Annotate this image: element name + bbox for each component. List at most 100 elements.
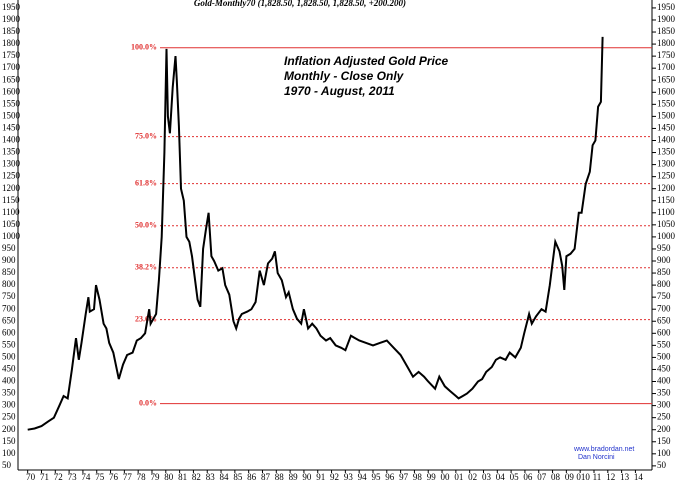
y-tick-label: 150 [2, 436, 16, 446]
y-tick-label-right: 900 [657, 255, 671, 265]
y-tick-label: 1800 [2, 38, 21, 48]
level-label: 75.0% [135, 131, 157, 140]
y-tick-label: 1300 [2, 159, 21, 169]
x-tick-label: 13 [620, 472, 630, 482]
x-tick-label: 03 [482, 472, 492, 482]
x-tick-label: 82 [192, 472, 201, 482]
x-tick-label: 11 [593, 472, 602, 482]
y-tick-label: 1200 [2, 183, 21, 193]
x-tick-label: 77 [123, 472, 133, 482]
x-tick-label: 07 [537, 472, 547, 482]
y-tick-label: 1600 [2, 86, 21, 96]
x-tick-label: 95 [371, 472, 381, 482]
y-tick-label: 950 [2, 243, 16, 253]
x-tick-label: 75 [95, 472, 105, 482]
y-tick-label-right: 650 [657, 315, 671, 325]
y-tick-label: 1900 [2, 14, 21, 24]
x-tick-label: 99 [427, 472, 437, 482]
y-tick-label: 900 [2, 255, 16, 265]
y-tick-label: 600 [2, 327, 16, 337]
x-tick-label: 93 [344, 472, 354, 482]
x-tick-label: 81 [178, 472, 187, 482]
y-tick-label: 700 [2, 303, 16, 313]
x-tick-label: 04 [496, 472, 506, 482]
y-tick-label-right: 300 [657, 400, 671, 410]
y-tick-label-right: 1550 [657, 98, 676, 108]
x-tick-label: 72 [54, 472, 63, 482]
annotation: Monthly - Close Only [284, 69, 405, 83]
y-tick-label-right: 500 [657, 351, 671, 361]
y-tick-label-right: 850 [657, 267, 671, 277]
y-tick-label-right: 1700 [657, 62, 676, 72]
y-tick-label: 1700 [2, 62, 21, 72]
y-tick-label: 1000 [2, 231, 21, 241]
y-tick-label-right: 550 [657, 339, 671, 349]
y-tick-label-right: 1000 [657, 231, 676, 241]
x-tick-label: 79 [150, 472, 160, 482]
y-tick-label-right: 1900 [657, 14, 676, 24]
y-tick-label: 1550 [2, 98, 21, 108]
x-tick-label: 01 [454, 472, 463, 482]
level-label: 23.6% [135, 314, 157, 323]
x-tick-label: 90 [302, 472, 312, 482]
y-tick-label-right: 700 [657, 303, 671, 313]
x-tick-label: 91 [316, 472, 325, 482]
x-tick-label: 74 [81, 472, 91, 482]
x-tick-label: 98 [413, 472, 423, 482]
y-tick-label-right: 800 [657, 279, 671, 289]
y-tick-label: 450 [2, 364, 16, 374]
x-tick-label: 05 [510, 472, 520, 482]
x-tick-label: 88 [275, 472, 285, 482]
y-tick-label-right: 450 [657, 364, 671, 374]
x-tick-label: 85 [233, 472, 243, 482]
x-tick-label: 08 [551, 472, 561, 482]
y-tick-label-right: 1800 [657, 38, 676, 48]
y-tick-label: 100 [2, 448, 16, 458]
y-tick-label-right: 1100 [657, 207, 675, 217]
y-tick-label: 300 [2, 400, 16, 410]
y-tick-label: 650 [2, 315, 16, 325]
y-tick-label-right: 250 [657, 412, 671, 422]
y-tick-label-right: 1450 [657, 123, 676, 133]
level-label: 61.8% [135, 178, 157, 187]
y-tick-label: 1500 [2, 110, 21, 120]
y-tick-label-right: 1250 [657, 171, 676, 181]
y-tick-label-right: 1950 [657, 2, 676, 12]
y-tick-label: 1400 [2, 135, 21, 145]
y-tick-label: 50 [2, 460, 12, 470]
y-tick-label-right: 1200 [657, 183, 676, 193]
y-tick-label-right: 1400 [657, 135, 676, 145]
x-tick-label: 96 [385, 472, 395, 482]
x-tick-label: 86 [247, 472, 257, 482]
y-tick-label-right: 1300 [657, 159, 676, 169]
level-label: 100.0% [131, 43, 157, 52]
y-tick-label-right: 750 [657, 291, 671, 301]
annotation: 1970 - August, 2011 [284, 84, 395, 98]
y-tick-label-right: 1600 [657, 86, 676, 96]
y-tick-label-right: 1050 [657, 219, 676, 229]
y-tick-label: 1750 [2, 50, 21, 60]
annotation: Inflation Adjusted Gold Price [284, 54, 449, 68]
x-tick-label: 010 [576, 472, 590, 482]
y-tick-label: 550 [2, 339, 16, 349]
level-label: 0.0% [139, 399, 157, 408]
y-tick-label-right: 1750 [657, 50, 676, 60]
x-tick-label: 12 [606, 472, 615, 482]
x-tick-label: 84 [220, 472, 230, 482]
y-tick-label-right: 200 [657, 424, 671, 434]
y-tick-label: 400 [2, 376, 16, 386]
x-tick-label: 00 [441, 472, 451, 482]
price-line [27, 36, 604, 431]
level-label: 38.2% [135, 263, 157, 272]
y-tick-label: 850 [2, 267, 16, 277]
x-tick-label: 02 [468, 472, 477, 482]
y-tick-label: 1050 [2, 219, 21, 229]
y-tick-label-right: 150 [657, 436, 671, 446]
y-tick-label: 1150 [2, 195, 20, 205]
x-tick-label: 09 [565, 472, 575, 482]
x-tick-label: 97 [399, 472, 409, 482]
y-tick-label-right: 400 [657, 376, 671, 386]
y-tick-label: 1350 [2, 147, 21, 157]
y-tick-label: 750 [2, 291, 16, 301]
